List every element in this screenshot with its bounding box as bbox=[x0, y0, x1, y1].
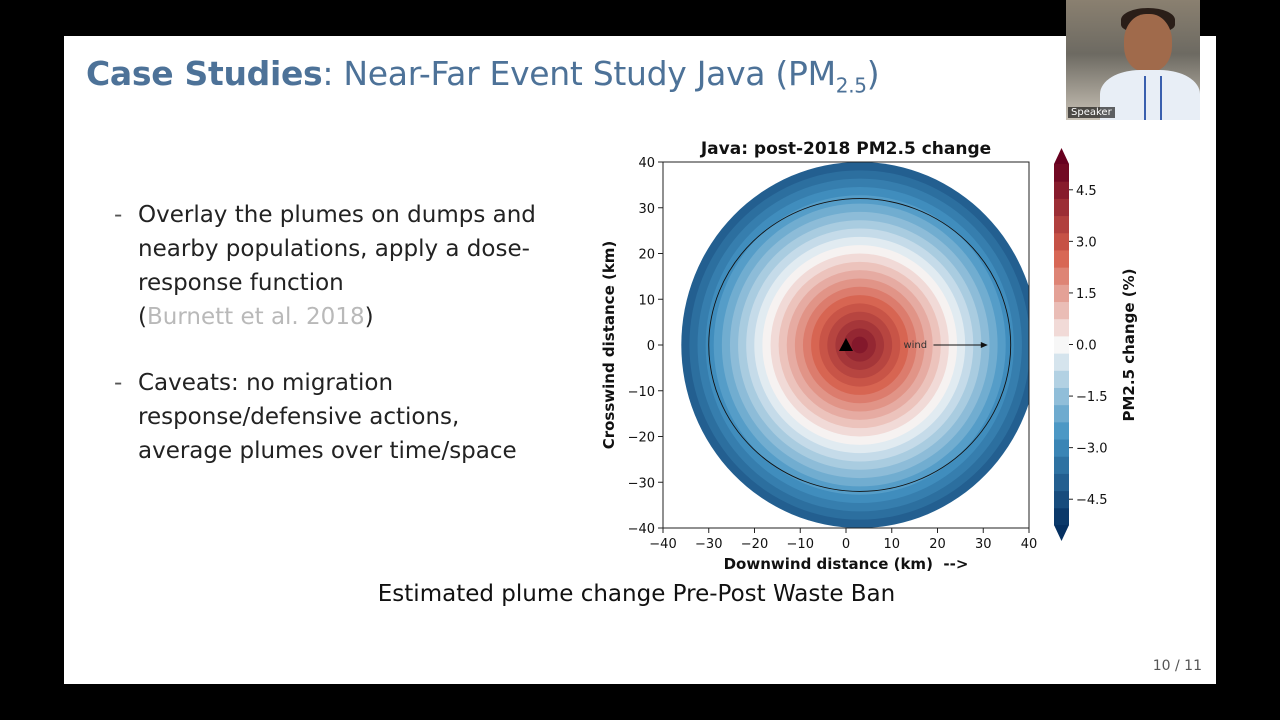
title-close: ) bbox=[866, 54, 880, 93]
slide-title: Case Studies: Near-Far Event Study Java … bbox=[86, 54, 880, 98]
citation-open: ( bbox=[138, 304, 147, 330]
y-tick-label: −30 bbox=[628, 476, 655, 491]
plume-chart: Java: post-2018 PM2.5 change wind −40 −30… bbox=[600, 139, 1138, 573]
colorbar-segment bbox=[1054, 370, 1069, 388]
y-tick-label: −10 bbox=[628, 385, 655, 400]
y-tick-label: 0 bbox=[647, 339, 655, 354]
colorbar-segment bbox=[1054, 198, 1069, 217]
title-text: : Near-Far Event Study Java (PM bbox=[322, 54, 836, 93]
speaker-face bbox=[1124, 14, 1172, 72]
title-subscript: 2.5 bbox=[835, 73, 867, 98]
speaker-label: Speaker bbox=[1068, 107, 1115, 118]
y-tick-label: 20 bbox=[638, 248, 655, 263]
colorbar-tick-label: 0.0 bbox=[1076, 339, 1097, 354]
wind-arrow-head-icon bbox=[980, 342, 988, 348]
bullet-text: Overlay the plumes on dumps and nearby p… bbox=[138, 202, 536, 296]
chart-title: Java: post-2018 PM2.5 change bbox=[700, 139, 991, 159]
title-bold: Case Studies bbox=[86, 54, 323, 93]
x-tick-label: 10 bbox=[883, 537, 900, 552]
x-tick-label: −40 bbox=[649, 537, 676, 552]
colorbar-segment bbox=[1054, 232, 1069, 251]
y-tick-label: 30 bbox=[638, 202, 655, 217]
y-tick-label: 40 bbox=[638, 156, 655, 171]
colorbar-segment bbox=[1054, 267, 1069, 285]
y-tick-label: 10 bbox=[638, 293, 655, 308]
colorbar-segment bbox=[1054, 301, 1069, 320]
y-axis-label: Crosswind distance (km) bbox=[600, 241, 618, 450]
bullet-text: Caveats: no migration response/defensive… bbox=[138, 370, 517, 464]
slide: Case Studies: Near-Far Event Study Java … bbox=[64, 36, 1216, 684]
wind-label: wind bbox=[903, 340, 927, 351]
contour-band bbox=[851, 336, 868, 354]
x-tick-label: 40 bbox=[1021, 537, 1038, 552]
speaker-video: Speaker bbox=[1066, 0, 1200, 120]
plume-contours bbox=[681, 162, 1029, 528]
colorbar-segment bbox=[1054, 164, 1069, 182]
y-axis-ticks: −40 −30 −20 −10 0 10 20 30 40 bbox=[628, 156, 663, 537]
colorbar-segment bbox=[1054, 318, 1069, 337]
bullet-item: - Caveats: no migration response/defensi… bbox=[114, 366, 554, 468]
y-tick-label: −20 bbox=[628, 431, 655, 446]
colorbar-segment bbox=[1054, 473, 1069, 492]
colorbar-segment bbox=[1054, 181, 1069, 199]
speaker-lanyard bbox=[1144, 76, 1162, 120]
colorbar-segment bbox=[1054, 456, 1069, 474]
colorbar-tick-label: 3.0 bbox=[1076, 235, 1097, 250]
figure-caption: Estimated plume change Pre-Post Waste Ba… bbox=[377, 581, 896, 607]
x-axis-label: Downwind distance (km) --> bbox=[724, 555, 969, 573]
source-triangle-icon bbox=[839, 338, 853, 351]
colorbar-segment bbox=[1054, 353, 1069, 371]
x-tick-label: −30 bbox=[695, 537, 722, 552]
bullet-list: - Overlay the plumes on dumps and nearby… bbox=[114, 198, 554, 500]
colorbar-tick-label: −4.5 bbox=[1076, 493, 1108, 508]
colorbar-segment bbox=[1054, 490, 1069, 509]
colorbar-tick-label: 1.5 bbox=[1076, 287, 1097, 302]
colorbar-tick-label: −1.5 bbox=[1076, 390, 1108, 405]
citation-close: ) bbox=[364, 304, 374, 330]
colorbar: 4.5 3.0 1.5 0.0 −1.5 −3.0 −4.5 bbox=[1054, 148, 1108, 541]
x-tick-label: 0 bbox=[842, 537, 850, 552]
colorbar-segment bbox=[1054, 335, 1069, 354]
speaker-body bbox=[1100, 70, 1200, 120]
colorbar-segment bbox=[1054, 439, 1069, 457]
colorbar-extend-bottom bbox=[1054, 525, 1069, 541]
x-tick-label: 30 bbox=[975, 537, 992, 552]
bullet-dash: - bbox=[114, 370, 123, 396]
wind-annotation: wind bbox=[903, 340, 988, 351]
source-marker bbox=[839, 338, 853, 351]
colorbar-segment bbox=[1054, 284, 1069, 303]
colorbar-label: PM2.5 change (%) bbox=[1120, 269, 1138, 422]
bullet-dash: - bbox=[114, 202, 123, 228]
colorbar-tick-label: 4.5 bbox=[1076, 184, 1097, 199]
x-axis-ticks: −40 −30 −20 −10 0 10 20 30 40 bbox=[649, 528, 1037, 552]
colorbar-segment bbox=[1054, 215, 1069, 234]
zero-contour bbox=[708, 198, 1012, 492]
x-tick-label: 20 bbox=[929, 537, 946, 552]
colorbar-segment bbox=[1054, 404, 1069, 423]
colorbar-segment bbox=[1054, 421, 1069, 440]
colorbar-extend-top bbox=[1054, 148, 1069, 164]
x-tick-label: −20 bbox=[741, 537, 768, 552]
colorbar-segment bbox=[1054, 507, 1069, 526]
x-tick-label: −10 bbox=[787, 537, 814, 552]
page-number: 10 / 11 bbox=[1152, 658, 1202, 674]
colorbar-tick-label: −3.0 bbox=[1076, 442, 1108, 457]
zero-contour-line bbox=[708, 198, 1012, 492]
colorbar-segment bbox=[1054, 387, 1069, 406]
colorbar-segment bbox=[1054, 249, 1069, 268]
y-tick-label: −40 bbox=[628, 522, 655, 537]
bullet-item: - Overlay the plumes on dumps and nearby… bbox=[114, 198, 554, 334]
citation-link[interactable]: Burnett et al. 2018 bbox=[146, 304, 365, 330]
